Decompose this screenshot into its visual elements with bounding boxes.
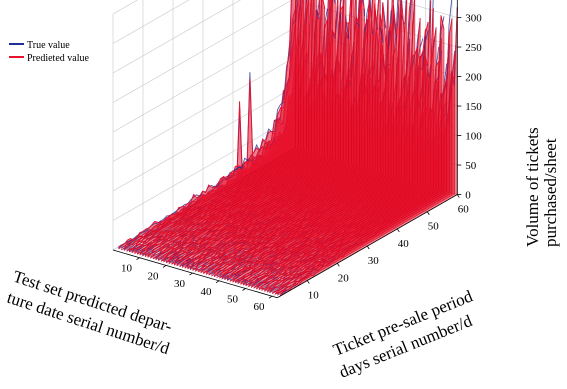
x-tick-mark — [162, 265, 167, 268]
x-tick-mark — [215, 280, 220, 284]
y-tick-label: 10 — [308, 290, 320, 302]
legend: True value Predieted value — [9, 40, 89, 64]
y-tick-mark — [336, 263, 340, 267]
z-tick-label: 200 — [465, 72, 482, 84]
x-axis-line — [112, 249, 278, 299]
data-surface — [118, 0, 458, 297]
legend-true-label: True value — [27, 40, 70, 51]
y-tick-mark — [396, 228, 400, 233]
y-tick-label: 30 — [368, 255, 380, 267]
x-tick-label: 30 — [174, 278, 186, 290]
x-tick-label: 20 — [148, 270, 160, 282]
y-tick-mark — [456, 194, 460, 198]
x-tick-mark — [136, 257, 140, 261]
y-tick-label: 20 — [338, 272, 350, 284]
y-tick-mark — [426, 211, 430, 215]
z-axis-label-line-1: Volume of tickets — [523, 127, 542, 247]
z-tick-label: 50 — [465, 160, 477, 172]
z-tick-label: 300 — [465, 13, 482, 25]
y-tick-label: 60 — [458, 204, 470, 216]
x-tick-label: 60 — [254, 301, 266, 313]
legend-pred-label: Predieted value — [27, 53, 89, 64]
predicted-value-line — [118, 0, 292, 247]
y-tick-label: 50 — [428, 221, 440, 233]
z-tick-label: 100 — [465, 131, 482, 143]
axes: 10 20 30 40 50 60 10 20 30 40 50 60 0 50 100 150 200 250 3… — [112, 0, 482, 313]
z-tick-label: 0 — [465, 190, 471, 202]
z-axis-label-line-2: purchased/sheet — [541, 138, 560, 247]
x-tick-label: 40 — [201, 286, 213, 298]
x-tick-label: 50 — [227, 294, 239, 306]
y-tick-mark — [366, 245, 370, 250]
x-tick-mark — [242, 288, 246, 291]
y-tick-mark — [306, 280, 310, 284]
y-axis-line — [277, 194, 458, 299]
x-tick-mark — [268, 295, 273, 299]
y-tick-label: 40 — [398, 238, 410, 250]
x-tick-label: 10 — [121, 263, 133, 275]
x-tick-mark — [189, 272, 193, 276]
z-tick-label: 150 — [465, 101, 482, 113]
z-tick-label: 250 — [465, 42, 482, 54]
